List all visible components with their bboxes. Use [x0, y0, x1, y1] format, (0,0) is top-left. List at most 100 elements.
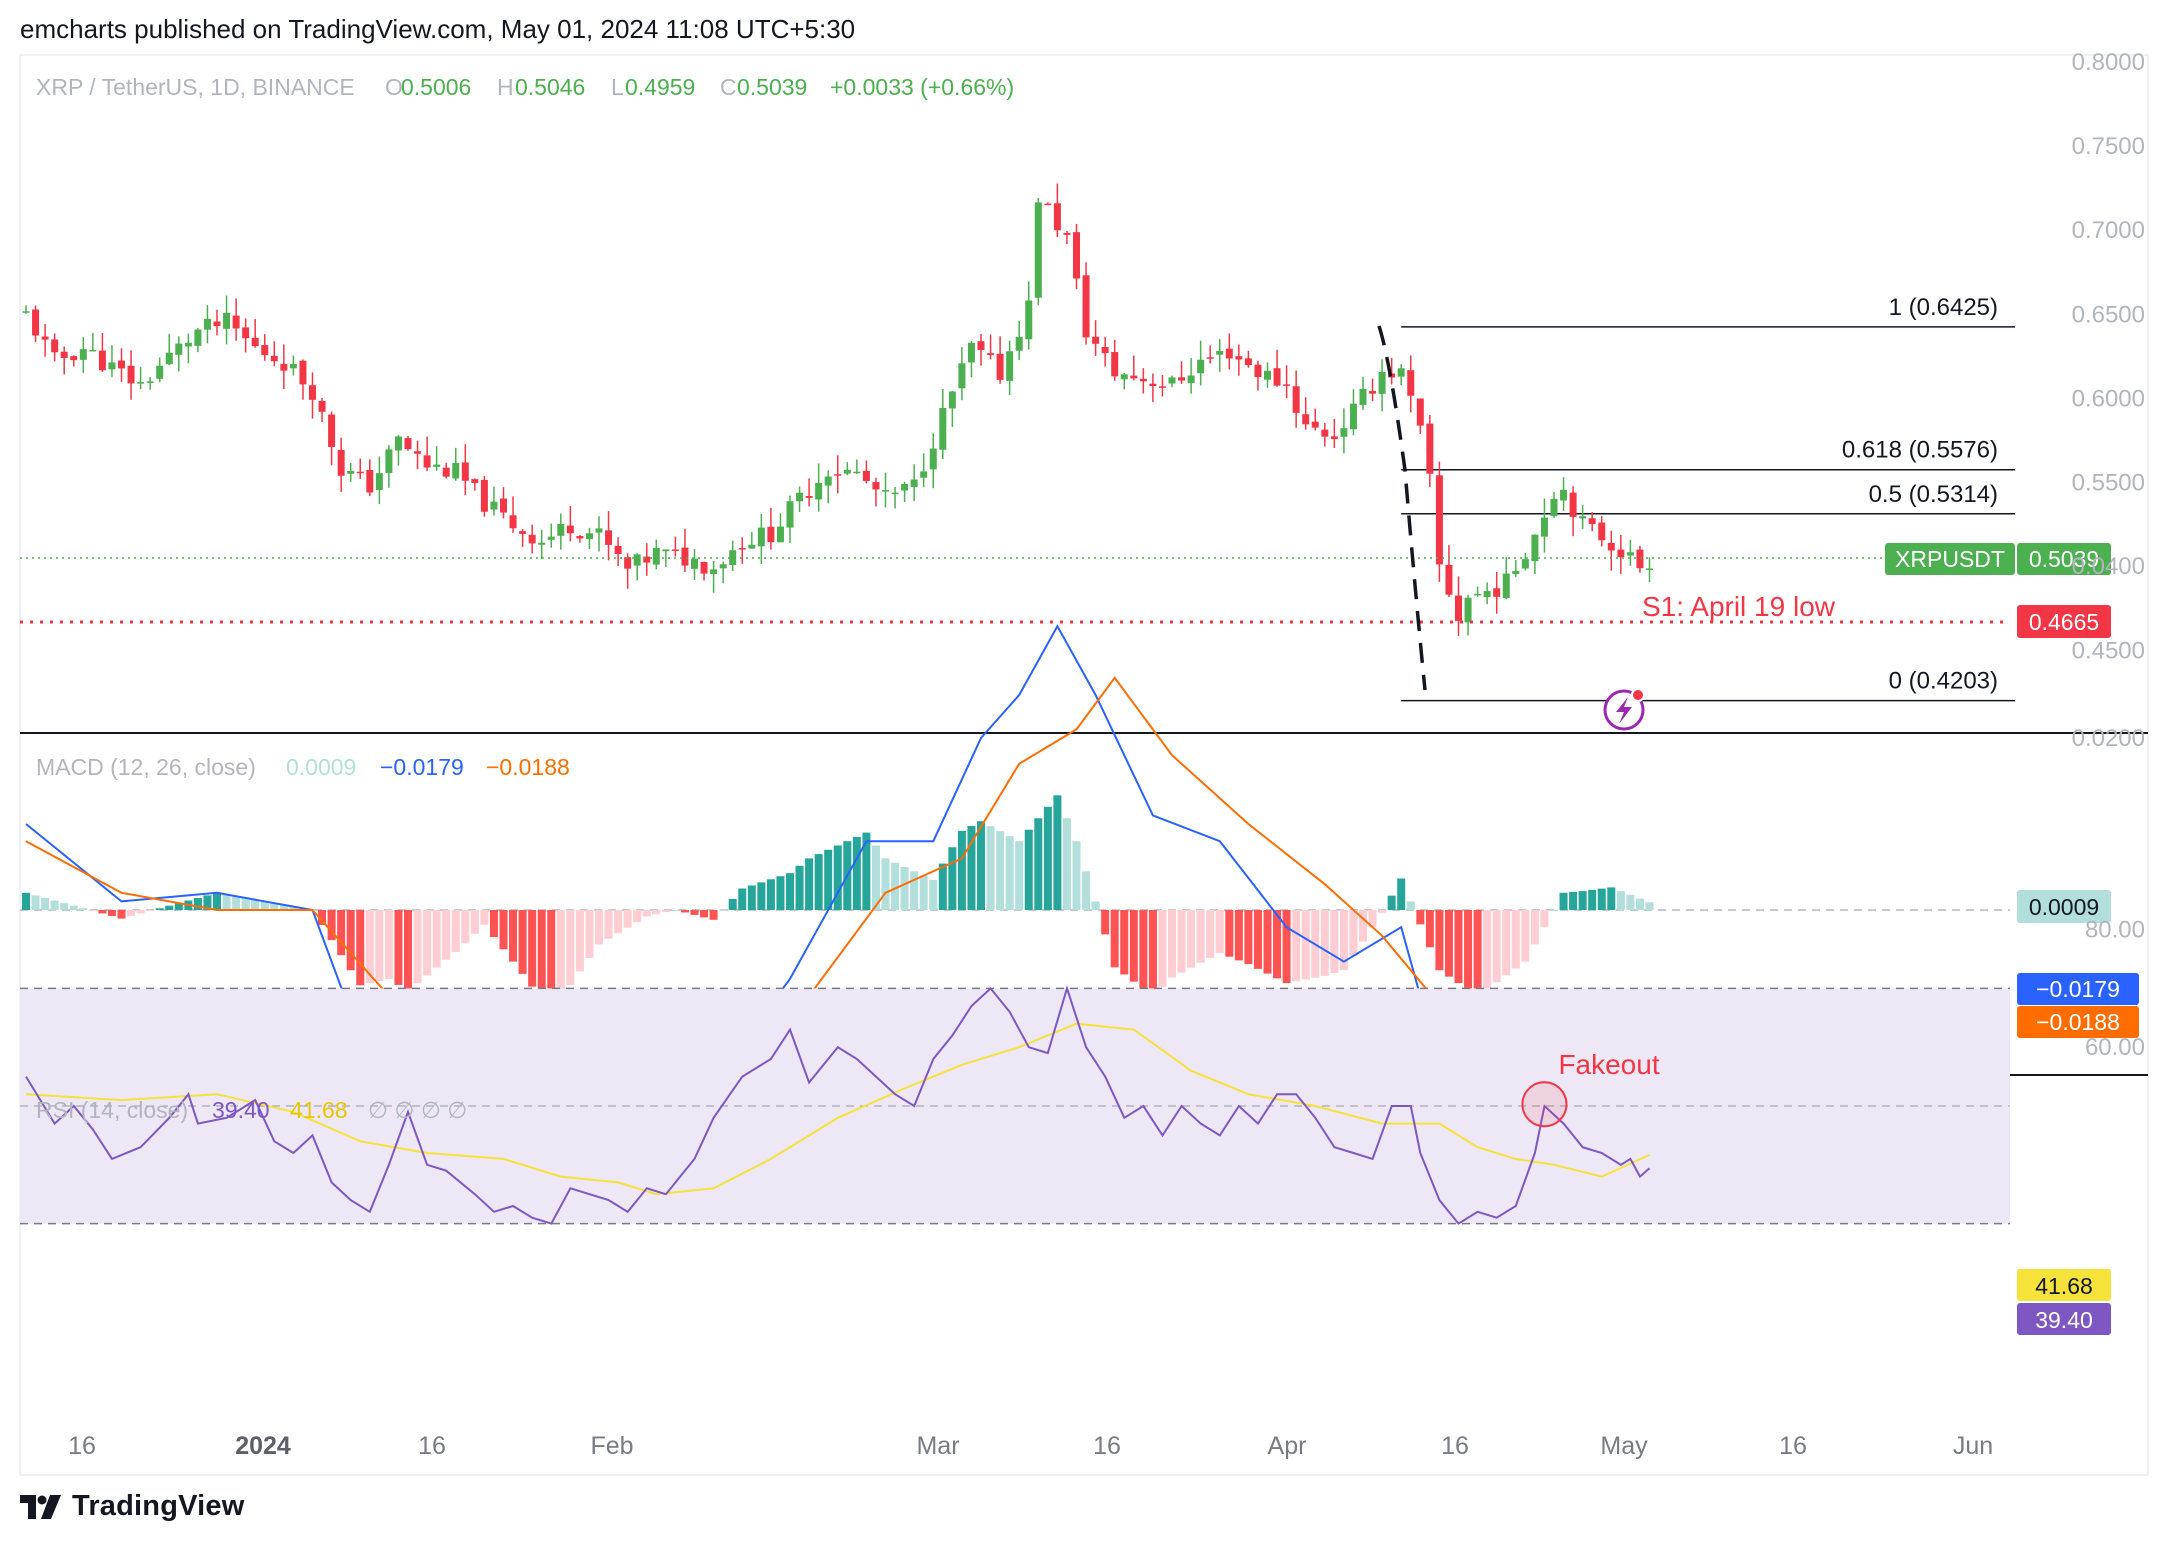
lightning-icon[interactable] — [1603, 688, 1645, 731]
time-tick: Apr — [1268, 1432, 1307, 1460]
candle-body — [127, 365, 135, 384]
ohlc-l-letter: L — [611, 74, 624, 100]
macd-hist-bar — [1444, 910, 1453, 977]
candle-body — [1015, 336, 1023, 351]
macd-hist-bar — [1397, 878, 1406, 910]
candle-body — [1225, 348, 1233, 359]
candle-body — [270, 355, 278, 362]
candle-body — [328, 414, 336, 447]
candle-body — [1579, 516, 1587, 519]
macd-hist-bar — [1301, 910, 1310, 980]
macd-hist-bar — [1464, 910, 1473, 990]
candle-body — [1168, 377, 1176, 384]
macd-hist-bar — [1616, 891, 1625, 910]
publish-header: emcharts published on TradingView.com, M… — [20, 14, 856, 44]
ohlc-open: 0.5006 — [401, 74, 471, 100]
candlestick-series — [22, 183, 1653, 636]
macd-hist-bar — [1521, 910, 1530, 962]
candle-body — [1349, 403, 1357, 430]
macd-hist-bar — [528, 910, 537, 987]
time-axis: 16 2024 16 Feb Mar 16 Apr 16 May 16 Jun — [68, 1432, 1993, 1460]
macd-hist-bar — [537, 910, 546, 1000]
ohlc-o-letter: O — [385, 74, 403, 100]
fib-level-label: 0.618 (0.5576) — [1842, 437, 1998, 464]
time-tick: May — [1600, 1432, 1648, 1460]
price-pane[interactable]: 0.8000 0.7500 0.7000 0.6500 0.6000 0.5500 0.45… — [20, 49, 2145, 731]
macd-hist-bar — [193, 897, 202, 910]
macd-hist-bar — [1168, 910, 1176, 978]
rsi-ma-line — [25, 1022, 1650, 1196]
macd-hist-bar — [22, 892, 30, 910]
macd-hist-value: 0.0009 — [286, 754, 356, 780]
price-tick: 0.6500 — [2072, 301, 2145, 328]
rsi-legend: RSI (14, close) 39.40 41.68 ∅ ∅ ∅ ∅ — [36, 1097, 467, 1123]
candle-body — [108, 362, 116, 370]
candle-body — [347, 470, 355, 474]
macd-hist-bar — [289, 906, 298, 910]
macd-hist-bar — [776, 876, 785, 910]
macd-hist-bar — [1187, 910, 1196, 968]
ohlc-close: 0.5039 — [737, 74, 807, 100]
footer-logo: TradingView — [20, 1490, 245, 1523]
candle-body — [1340, 428, 1348, 437]
macd-hist-bar — [31, 895, 40, 910]
macd-hist-bar — [891, 862, 900, 910]
candle-body — [1120, 374, 1128, 380]
macd-hist-bar — [1511, 910, 1520, 969]
macd-hist-bar — [260, 901, 269, 910]
candle-body — [1445, 564, 1453, 595]
candle-body — [1092, 336, 1100, 344]
candle-body — [681, 547, 689, 566]
candle-body — [1130, 375, 1138, 379]
candle-body — [958, 363, 966, 389]
macd-hist-bar — [652, 910, 661, 915]
candle-body — [1244, 358, 1252, 366]
macd-hist-bar — [1339, 910, 1348, 971]
macd-hist-bar — [241, 897, 250, 910]
candle-body — [480, 479, 488, 512]
macd-hist-bar — [41, 897, 50, 910]
candle-body — [1216, 350, 1224, 355]
macd-hist-bar — [213, 892, 221, 910]
macd-hist-bar — [986, 826, 995, 910]
macd-hist-bar — [270, 903, 279, 910]
ohlc-change: +0.0033 (+0.66%) — [830, 74, 1014, 100]
macd-hist-bar — [977, 821, 985, 910]
candle-body — [98, 350, 106, 371]
price-tick: 0.5500 — [2072, 470, 2145, 497]
candle-body — [805, 495, 813, 498]
macd-hist-bar — [1005, 836, 1014, 910]
macd-hist-bar — [384, 910, 393, 979]
candle-body — [853, 471, 861, 474]
macd-hist-bar — [1425, 910, 1434, 948]
macd-hist-bar — [1492, 910, 1501, 983]
macd-hist-bar — [556, 910, 565, 999]
macd-hist-bar — [1550, 910, 1558, 911]
candle-body — [767, 526, 775, 543]
macd-hist-bar — [1034, 818, 1043, 910]
macd-hist-bar — [1569, 891, 1578, 910]
symbol-tag: XRPUSDT — [1895, 546, 2005, 572]
macd-hist-bar — [222, 894, 231, 910]
candle-body — [862, 470, 870, 481]
candle-body — [939, 407, 947, 450]
rsi-pane[interactable]: 80.00 60.00 Fakeout RSI (14, close) 39.40… — [20, 917, 2145, 1335]
macd-hist-bar — [117, 910, 126, 919]
candle-body — [1397, 368, 1405, 377]
candle-body — [51, 339, 59, 353]
macd-hist-bar — [614, 910, 623, 934]
macd-hist-bar — [1234, 910, 1243, 961]
candle-body — [1426, 423, 1434, 474]
candle-body — [757, 527, 765, 547]
candle-body — [1283, 384, 1291, 386]
macd-pane[interactable]: 0.0400 0.0200 MACD (12, 26, close) 0.0009… — [20, 553, 2145, 1178]
tradingview-logo-icon — [20, 1494, 61, 1519]
macd-hist-bar — [957, 830, 966, 910]
macd-legend: MACD (12, 26, close) 0.0009 −0.0179 −0.0… — [36, 754, 570, 780]
candle-body — [1321, 429, 1329, 437]
macd-zero-value: 0.0009 — [2029, 894, 2099, 920]
macd-hist-bar — [1043, 806, 1052, 910]
rsi-tick: 80.00 — [2085, 917, 2145, 944]
macd-hist-bar — [509, 910, 518, 962]
